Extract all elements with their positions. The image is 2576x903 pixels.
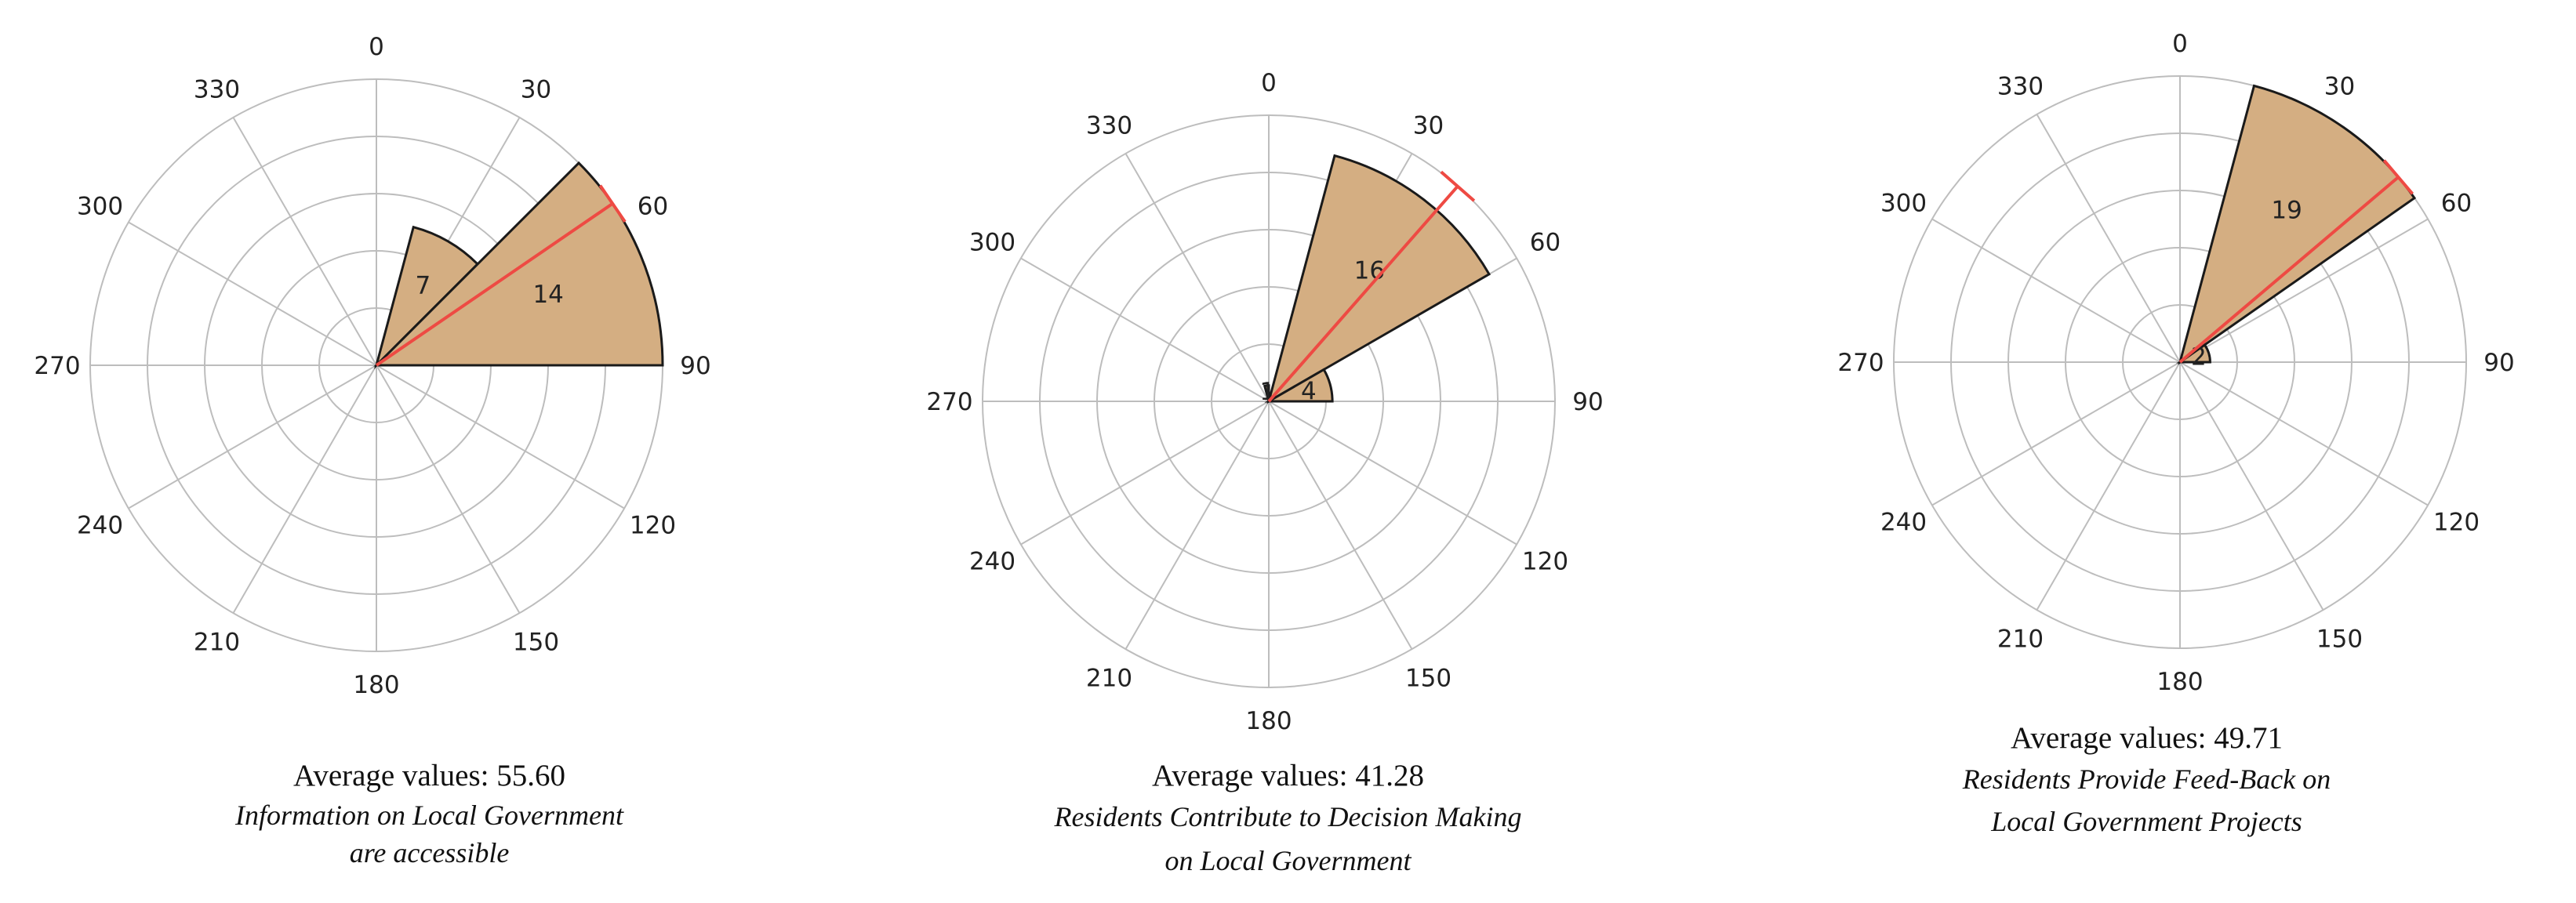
grid-spoke [232,117,377,366]
bar-value-label: 16 [1354,257,1385,285]
chart-title-1-line-2: are accessible [349,837,510,869]
angle-tick-label: 270 [34,352,80,380]
angle-tick-label: 60 [1530,229,1560,257]
chart-title-3-line-1: Residents Provide Feed-Back on [1962,763,2331,795]
angle-tick-label: 300 [77,193,123,221]
angle-tick-label: 210 [1086,664,1132,692]
angle-tick-label: 180 [353,671,399,699]
grid-spoke [1268,401,1413,650]
bar-value-label: 19 [2271,197,2302,225]
angle-tick-label: 270 [926,388,972,416]
angle-tick-label: 60 [2441,190,2472,218]
angle-tick-label: 210 [1997,625,2044,653]
angle-tick-label: 180 [2156,668,2203,696]
grid-spoke [2036,114,2181,363]
chart-title-1-line-1: Information on Local Government [235,800,623,831]
polar-chart-1: 0 30 60 90 120 150 180 210 240 270 300 330 7 14 [34,33,710,699]
grid-spoke [1268,401,1517,546]
mean-direction-line [375,202,614,367]
angle-tick-label: 330 [194,76,240,104]
mean-direction-line [1267,185,1459,403]
grid-spoke [2179,361,2429,506]
mean-direction-cap [598,184,627,223]
angle-tick-label: 330 [1086,112,1132,140]
angle-tick-label: 90 [1572,388,1603,416]
angle-tick-label: 0 [2172,30,2188,58]
polar-bar [374,225,480,370]
bar-value-label: 4 [1301,377,1317,405]
average-value-label-2: Average values: 41.28 [1152,759,1424,792]
angle-tick-label: 300 [969,229,1016,257]
grid-spoke [1020,401,1270,546]
polar-chart-panel-3: 0 30 60 90 120 150 180 210 240 270 300 330 19 2 Avera… [1717,0,2576,903]
polar-bar [1263,384,1270,402]
polar-bar [2176,343,2211,364]
grid-spoke [1931,361,2181,506]
grid-spoke [2179,218,2429,363]
angle-tick-label: 30 [2324,73,2355,101]
angle-tick-label: 240 [969,548,1016,576]
angle-tick-label: 330 [1997,73,2044,101]
angle-tick-label: 120 [1522,548,1568,576]
bar-value-label: 14 [532,281,563,309]
angle-tick-label: 210 [194,628,240,656]
grid-spoke [128,221,377,366]
chart-title-2-line-1: Residents Contribute to Decision Making [1054,801,1522,832]
angle-tick-label: 0 [1261,69,1277,97]
average-value-label-3: Average values: 49.71 [2011,721,2283,755]
grid-spoke [1125,153,1270,402]
average-value-label-1: Average values: 55.60 [293,759,565,792]
grid-spoke [232,364,377,614]
angle-tick-label: 30 [1413,112,1444,140]
mean-direction-cap [1440,170,1476,202]
angle-tick-label: 240 [77,512,123,540]
angle-tick-label: 150 [513,628,559,656]
polar-chart-panel-2: 0 30 60 90 120 150 180 210 240 270 300 330 1 16 4 Aver… [859,0,1717,903]
grid-spoke [1931,218,2181,363]
mean-direction-line [2178,176,2400,364]
angle-tick-label: 180 [1245,707,1292,735]
grid-spoke [376,364,625,510]
polar-bar [1264,368,1334,403]
angle-tick-label: 150 [2316,625,2363,653]
angle-tick-label: 30 [521,76,551,104]
angle-tick-label: 0 [369,33,384,61]
grid-spoke [2179,361,2324,611]
angle-tick-label: 90 [2483,349,2514,377]
grid-spoke [1020,257,1270,402]
mean-direction-cap [2382,159,2414,195]
angle-tick-label: 120 [2433,509,2480,537]
grid-spoke [2036,361,2181,611]
chart-title-2-line-2: on Local Government [1164,845,1412,876]
grid-spoke [1125,401,1270,650]
chart-title-3-line-2: Local Government Projects [1991,806,2302,837]
bar-value-label: 7 [415,271,431,299]
grid-spoke [128,364,377,510]
angle-tick-label: 150 [1405,664,1451,692]
grid-spoke [376,364,521,614]
polar-chart-panel-1: 0 30 60 90 120 150 180 210 240 270 300 330 7 14 Avera… [0,0,859,903]
angle-tick-label: 60 [638,193,668,221]
angle-tick-label: 300 [1880,190,1927,218]
angle-tick-label: 240 [1880,509,1927,537]
angle-tick-label: 270 [1837,349,1884,377]
angle-tick-label: 90 [680,352,710,380]
angle-tick-label: 120 [630,512,676,540]
